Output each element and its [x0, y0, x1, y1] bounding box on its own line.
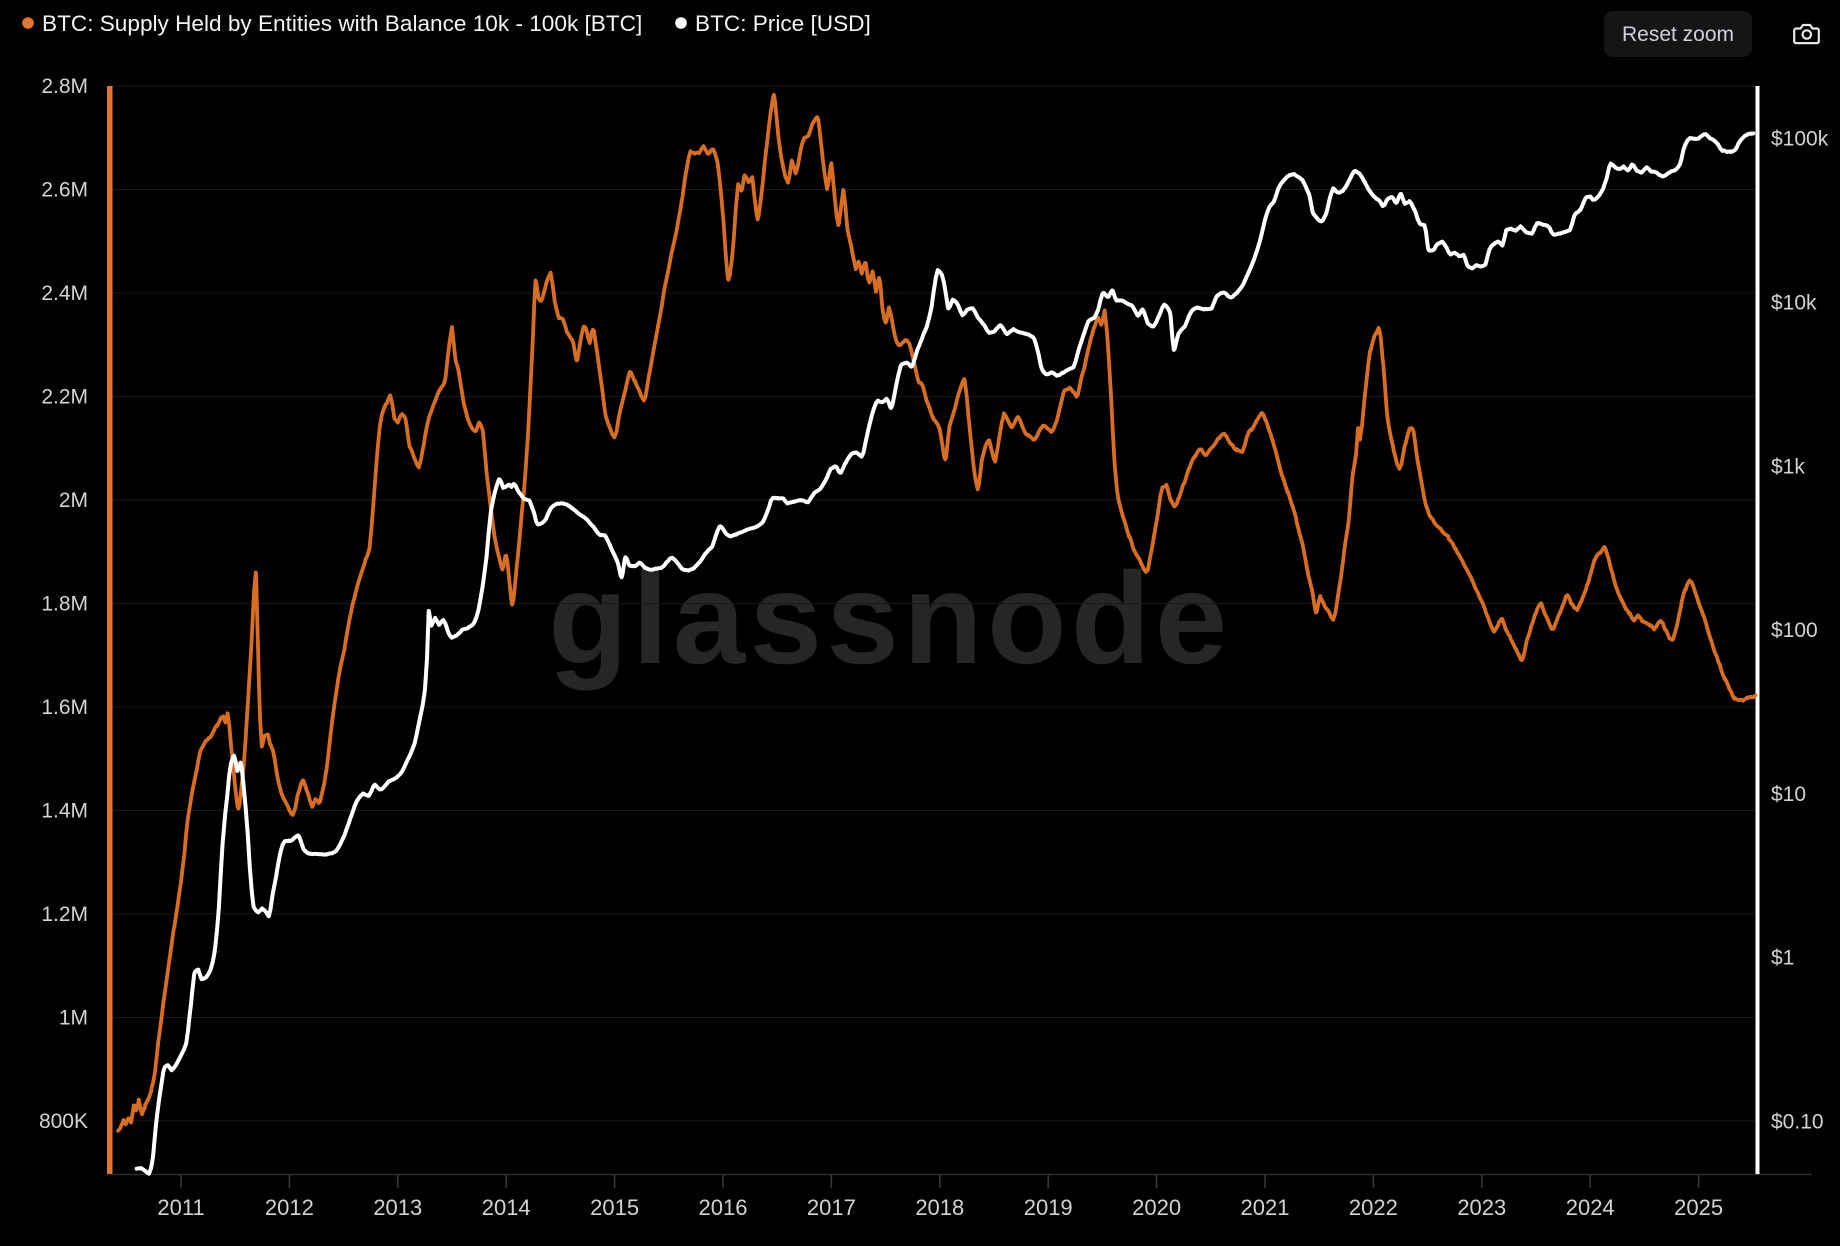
svg-text:2021: 2021 — [1241, 1195, 1290, 1220]
svg-text:2015: 2015 — [590, 1195, 639, 1220]
svg-text:$100: $100 — [1771, 619, 1818, 642]
svg-text:BTC: Price [USD]: BTC: Price [USD] — [695, 11, 871, 36]
svg-text:1.6M: 1.6M — [41, 696, 88, 719]
svg-text:$1: $1 — [1771, 947, 1794, 970]
svg-text:2022: 2022 — [1349, 1195, 1398, 1220]
svg-text:2011: 2011 — [157, 1195, 204, 1220]
svg-text:$1k: $1k — [1771, 455, 1805, 478]
svg-text:2.6M: 2.6M — [41, 179, 88, 202]
svg-text:2.4M: 2.4M — [41, 282, 88, 305]
svg-text:2017: 2017 — [807, 1195, 856, 1220]
svg-text:BTC: Supply Held by Entities w: BTC: Supply Held by Entities with Balanc… — [42, 11, 642, 36]
svg-text:800K: 800K — [39, 1110, 88, 1133]
svg-text:$10: $10 — [1771, 783, 1806, 806]
svg-text:Reset zoom: Reset zoom — [1622, 23, 1734, 46]
svg-text:2014: 2014 — [482, 1195, 531, 1220]
svg-text:2018: 2018 — [915, 1195, 964, 1220]
svg-text:1.8M: 1.8M — [41, 593, 88, 616]
svg-text:glassnode: glassnode — [548, 545, 1231, 691]
svg-text:$100k: $100k — [1771, 128, 1829, 151]
svg-text:2012: 2012 — [265, 1195, 314, 1220]
svg-text:$10k: $10k — [1771, 292, 1817, 315]
svg-text:2019: 2019 — [1024, 1195, 1073, 1220]
svg-text:2024: 2024 — [1566, 1195, 1615, 1220]
svg-text:1.4M: 1.4M — [41, 800, 88, 823]
svg-text:2020: 2020 — [1132, 1195, 1181, 1220]
svg-text:1.2M: 1.2M — [41, 903, 88, 926]
svg-text:$0.10: $0.10 — [1771, 1111, 1824, 1134]
svg-text:2.8M: 2.8M — [41, 75, 88, 98]
svg-text:2016: 2016 — [699, 1195, 748, 1220]
svg-text:2.2M: 2.2M — [41, 386, 88, 409]
svg-text:2025: 2025 — [1674, 1195, 1723, 1220]
svg-text:2013: 2013 — [373, 1195, 422, 1220]
svg-text:1M: 1M — [59, 1007, 88, 1030]
svg-text:2023: 2023 — [1457, 1195, 1506, 1220]
svg-text:2M: 2M — [59, 489, 88, 512]
